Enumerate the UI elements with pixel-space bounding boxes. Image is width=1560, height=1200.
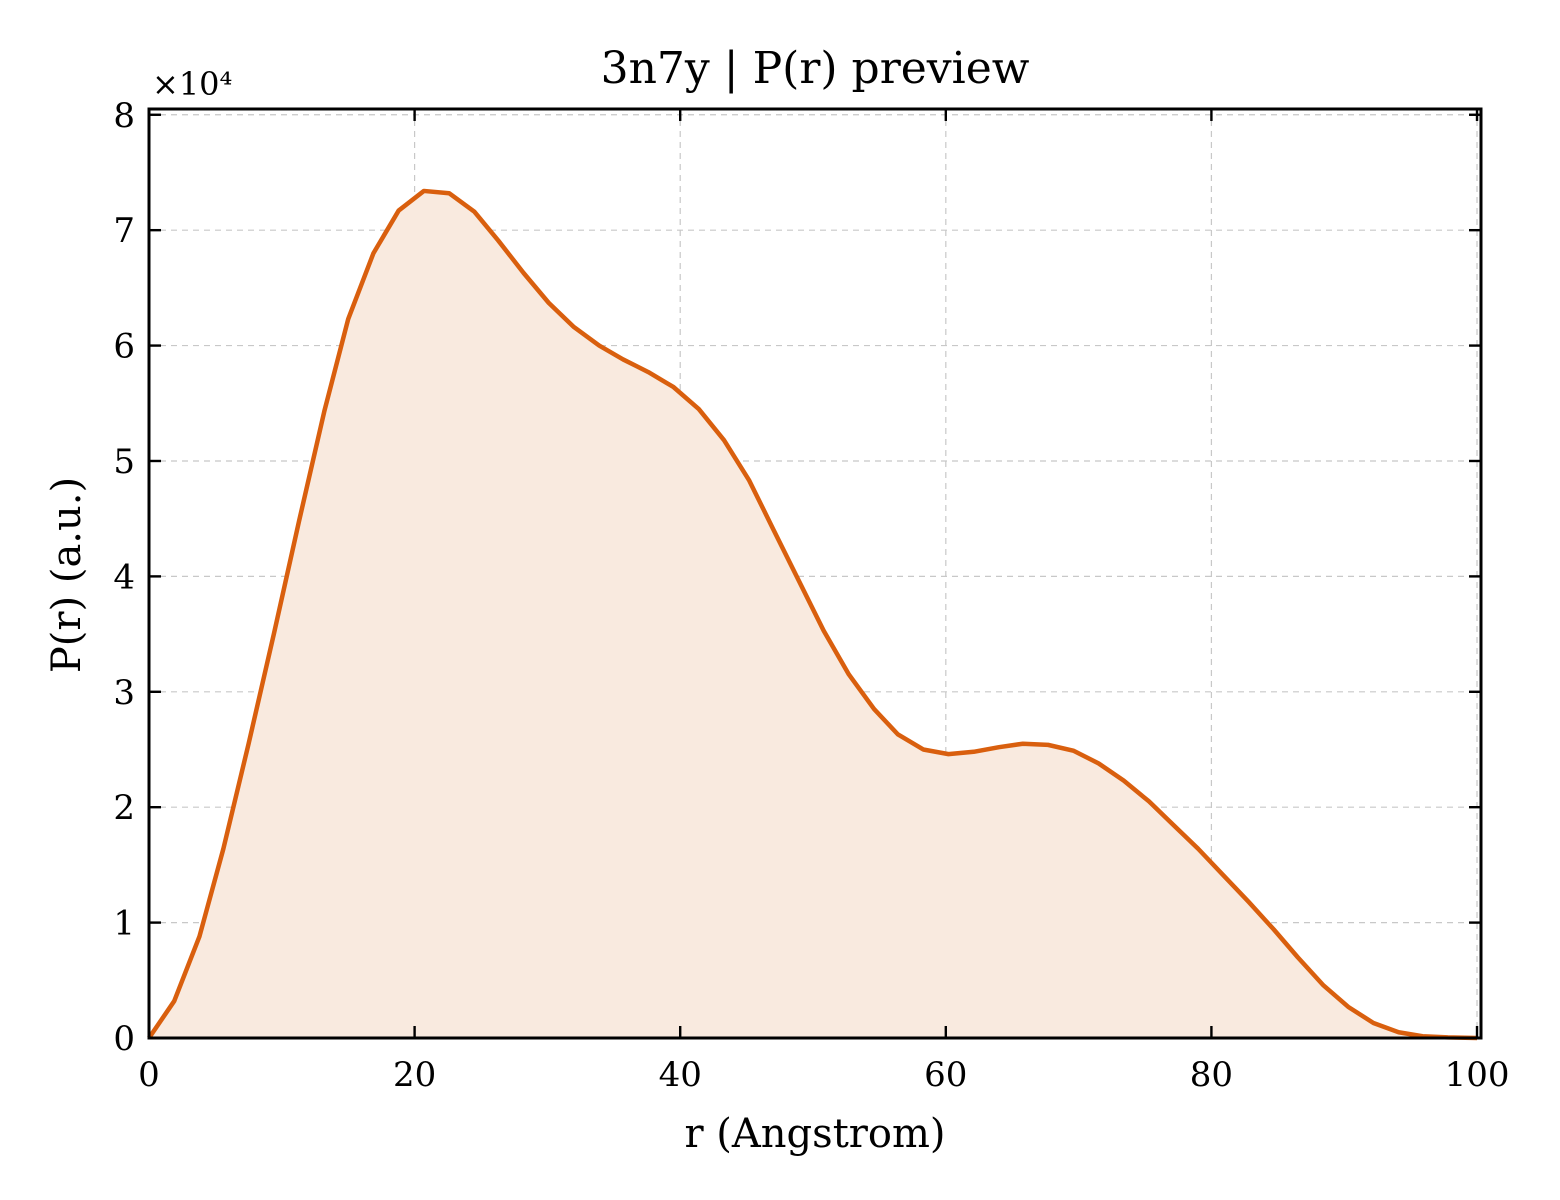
y-tick-label: 4 — [113, 557, 135, 597]
x-tick-label: 0 — [138, 1055, 160, 1095]
y-tick-label: 3 — [113, 673, 135, 713]
plot-frame — [147, 107, 1483, 1040]
chart-title: 3n7y | P(r) preview — [601, 43, 1030, 94]
x-axis-label: r (Angstrom) — [684, 1111, 945, 1157]
y-tick-label: 0 — [113, 1019, 135, 1059]
area-fill — [149, 190, 1478, 1038]
tick-labels: 0 20 40 60 80 100 0 1 2 3 4 5 6 7 8 — [113, 96, 1509, 1095]
y-tick-label: 6 — [113, 327, 135, 367]
y-tick-label: 7 — [113, 211, 135, 251]
x-tick-label: 20 — [393, 1055, 436, 1095]
y-scale-label: ×10⁴ — [152, 65, 232, 103]
y-tick-label: 1 — [113, 904, 135, 944]
y-tick-label: 5 — [113, 442, 135, 482]
y-tick-label: 8 — [113, 96, 135, 136]
x-tick-label: 60 — [924, 1055, 967, 1095]
x-tick-label: 80 — [1190, 1055, 1233, 1095]
x-tick-label: 40 — [659, 1055, 702, 1095]
x-tick-label: 100 — [1445, 1055, 1510, 1095]
series-line — [147, 188, 1478, 1041]
y-axis-label: P(r) (a.u.) — [44, 477, 90, 673]
y-tick-label: 2 — [113, 788, 135, 828]
